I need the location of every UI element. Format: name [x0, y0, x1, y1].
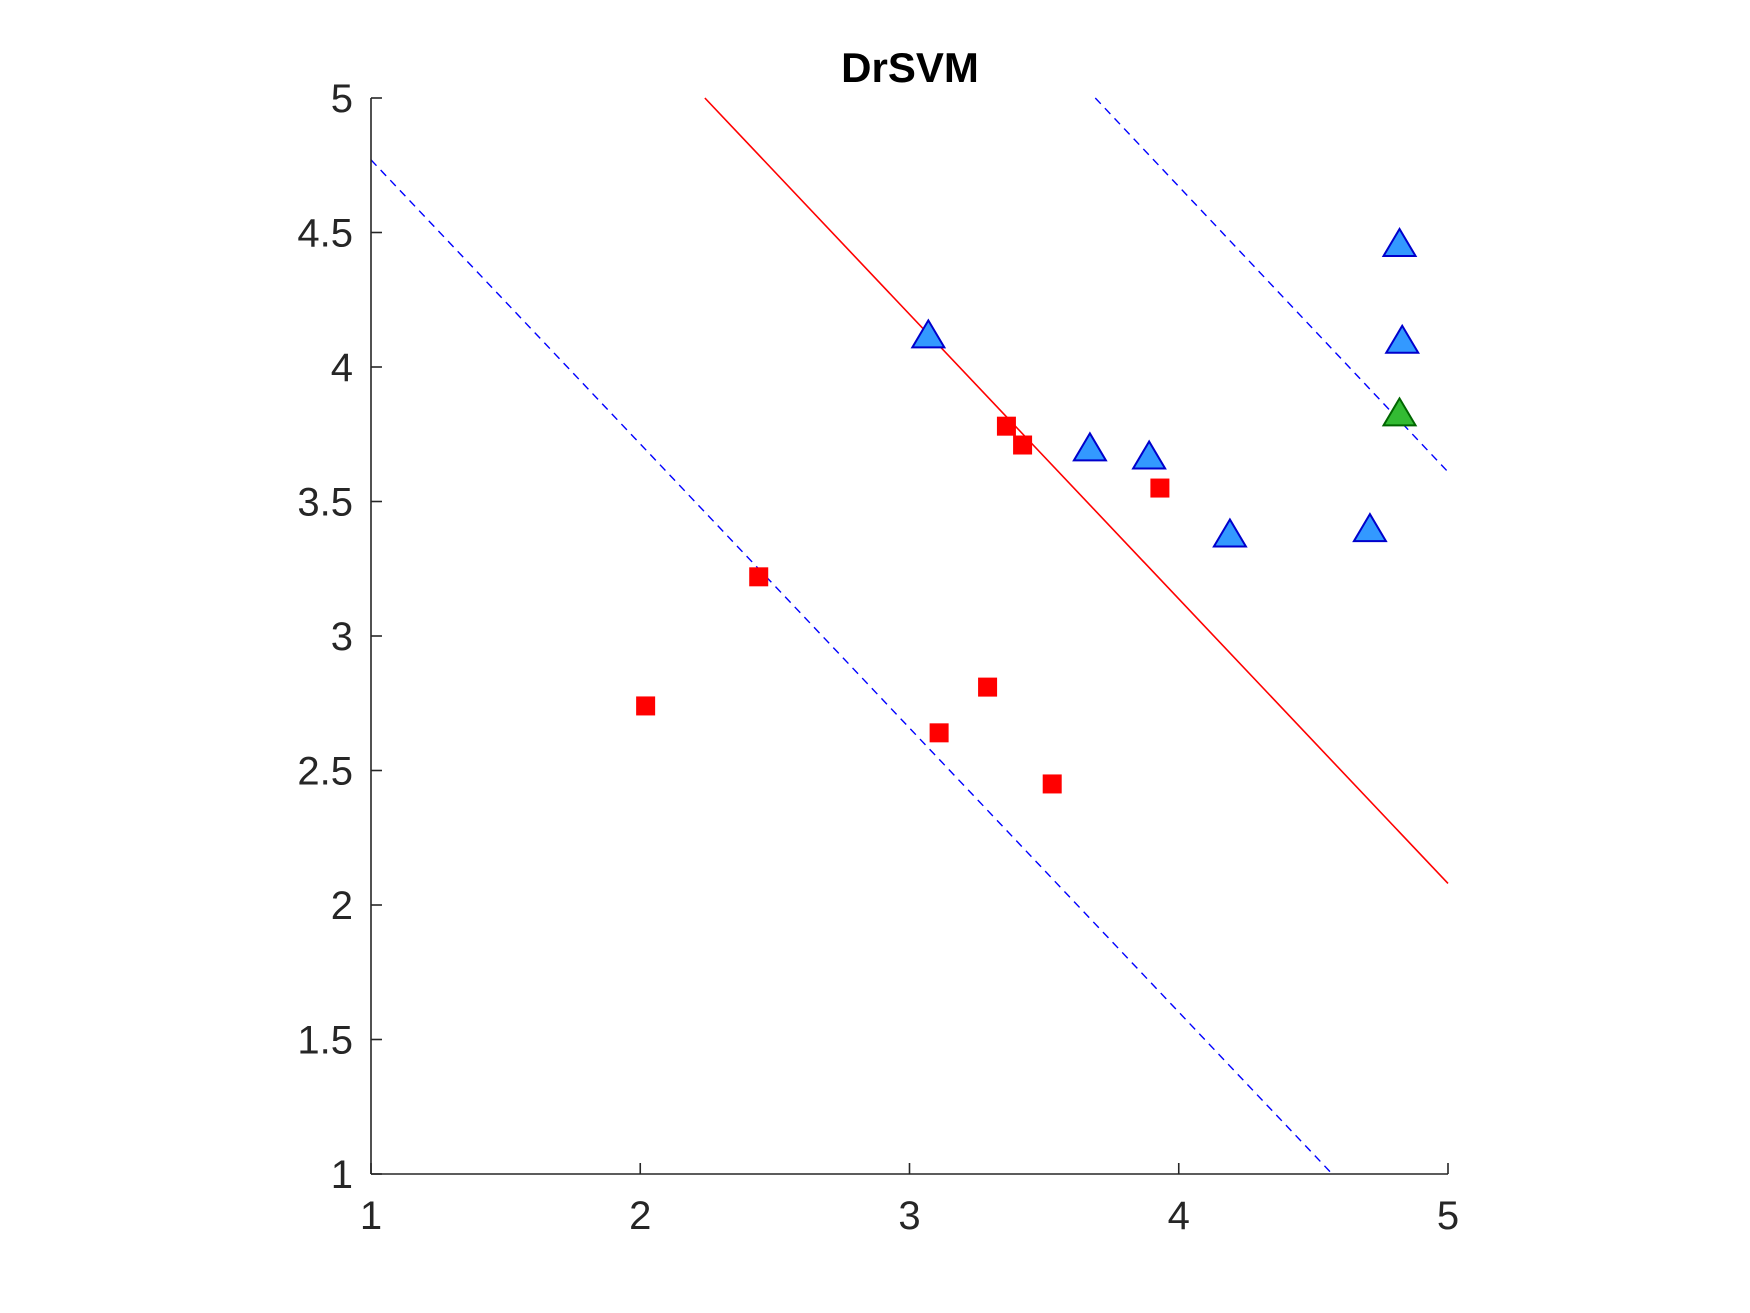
y-tick-label: 4 — [331, 346, 353, 390]
data-point-triangle — [1352, 512, 1388, 543]
data-point-square — [636, 696, 656, 716]
y-tick-label: 2 — [331, 884, 353, 928]
data-point-triangle — [910, 318, 947, 349]
y-tick-label: 3 — [331, 615, 353, 659]
data-point-triangle — [1131, 439, 1167, 470]
y-tick-label: 1.5 — [297, 1019, 353, 1063]
data-point-square — [1042, 774, 1062, 794]
x-tick-label: 1 — [360, 1194, 382, 1238]
data-point-triangle — [1381, 226, 1418, 257]
x-tick-label: 4 — [1168, 1194, 1190, 1238]
y-tick-label: 4.5 — [297, 212, 353, 256]
data-point-triangle — [1212, 517, 1248, 548]
data-point-square — [749, 567, 769, 587]
y-tick-label: 5 — [331, 77, 353, 121]
x-tick-label: 2 — [629, 1194, 651, 1238]
margin-line-2 — [1094, 97, 1449, 473]
axes: 1 2 3 4 5 1 1.5 2 2.5 3 3.5 4 4.5 5 — [297, 77, 1459, 1238]
data-point-square — [929, 723, 949, 743]
data-points — [636, 226, 1420, 794]
y-tick-label: 2.5 — [297, 750, 353, 794]
y-tick-label: 1 — [331, 1153, 353, 1197]
separating-line — [704, 97, 1449, 885]
margin-line-1 — [370, 159, 1333, 1175]
y-tick-label: 3.5 — [297, 481, 353, 525]
data-point-square — [1150, 478, 1170, 498]
data-point-square — [996, 416, 1016, 436]
x-tick-label: 5 — [1437, 1194, 1459, 1238]
decision-lines — [370, 97, 1449, 1175]
x-tick-label: 3 — [898, 1194, 920, 1238]
data-point-square — [978, 677, 998, 697]
data-point-triangle — [1072, 431, 1108, 462]
chart-title: DrSVM — [841, 44, 979, 91]
data-point-triangle — [1384, 323, 1420, 354]
data-point-square — [1013, 435, 1033, 455]
data-point-triangle-highlight — [1381, 396, 1418, 427]
